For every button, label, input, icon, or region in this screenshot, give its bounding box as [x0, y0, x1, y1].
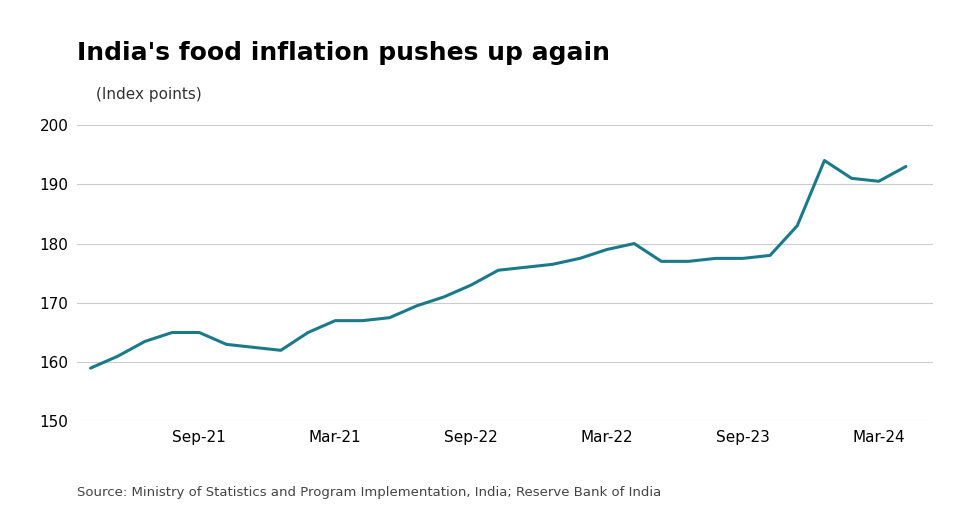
Text: India's food inflation pushes up again: India's food inflation pushes up again: [77, 41, 609, 65]
Text: (Index points): (Index points): [96, 87, 202, 102]
Text: Source: Ministry of Statistics and Program Implementation, India; Reserve Bank o: Source: Ministry of Statistics and Progr…: [77, 486, 660, 499]
